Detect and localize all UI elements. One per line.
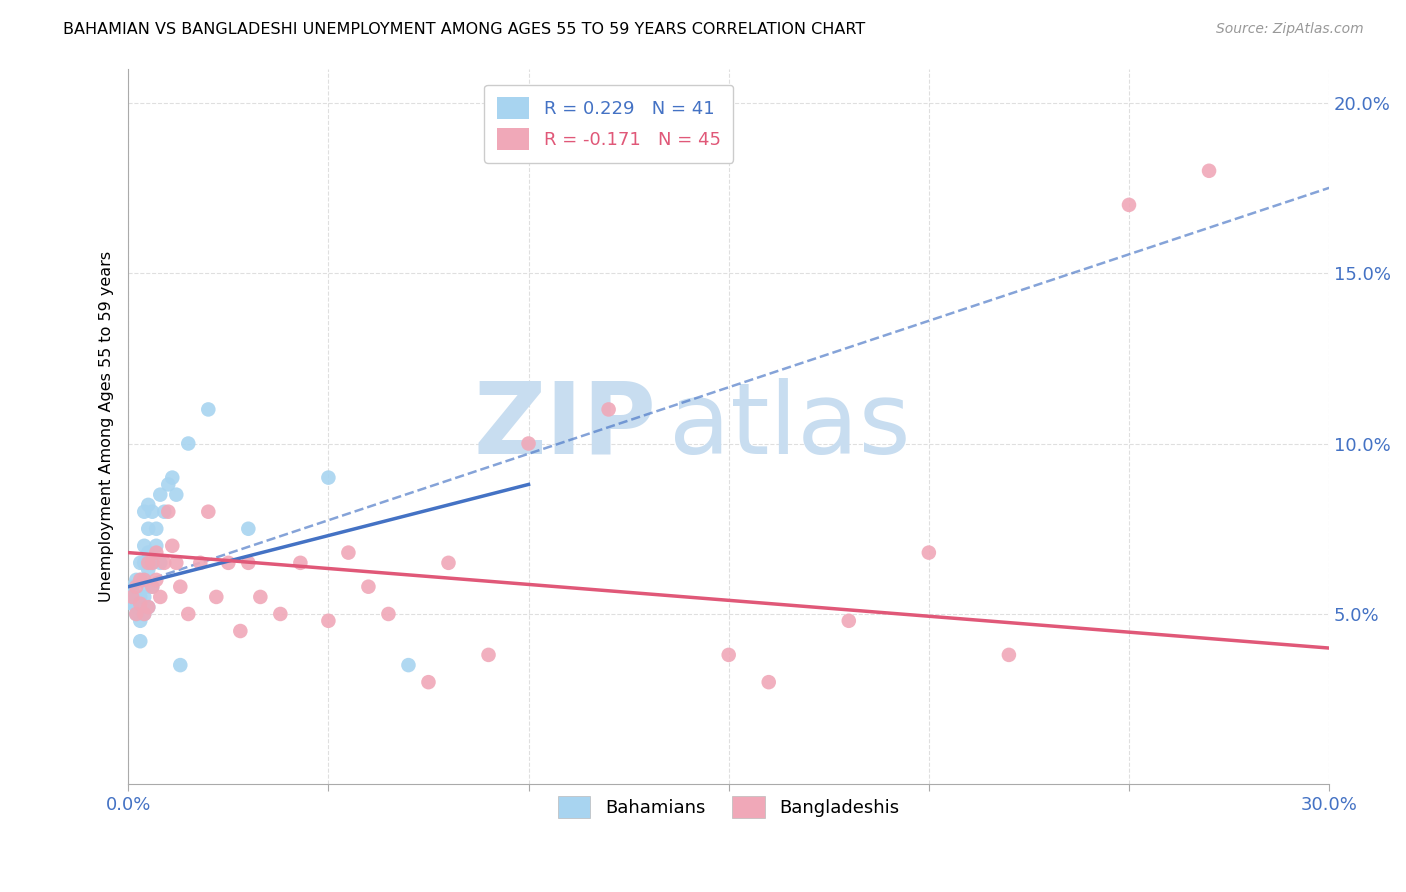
Point (141, 580, 163, 594)
Point (169, 658, 191, 673)
Point (121, 586, 143, 600)
Point (149, 590, 172, 604)
Point (141, 580, 163, 594)
Point (129, 573, 152, 587)
Point (125, 573, 148, 587)
Point (477, 648, 499, 662)
Point (598, 402, 620, 417)
Point (136, 580, 159, 594)
Point (129, 634, 152, 648)
Point (517, 436, 540, 450)
Point (134, 539, 156, 553)
Point (134, 573, 156, 587)
Point (134, 505, 156, 519)
Text: BAHAMIAN VS BANGLADESHI UNEMPLOYMENT AMONG AGES 55 TO 59 YEARS CORRELATION CHART: BAHAMIAN VS BANGLADESHI UNEMPLOYMENT AMO… (63, 22, 866, 37)
Point (136, 556, 159, 570)
Point (1198, 163, 1220, 178)
Point (177, 607, 200, 621)
Point (717, 648, 740, 662)
Point (153, 505, 176, 519)
Point (229, 624, 252, 638)
Point (149, 556, 172, 570)
Point (149, 488, 172, 502)
Point (838, 614, 860, 628)
Point (188, 556, 211, 570)
Text: ZIP: ZIP (474, 378, 657, 475)
Point (136, 522, 159, 536)
Point (398, 658, 420, 673)
Point (136, 563, 159, 577)
Point (157, 477, 180, 491)
Point (165, 556, 187, 570)
Text: Source: ZipAtlas.com: Source: ZipAtlas.com (1216, 22, 1364, 37)
Point (418, 675, 440, 690)
Point (249, 590, 271, 604)
Point (153, 556, 176, 570)
Point (129, 614, 152, 628)
Point (125, 590, 148, 604)
Legend: Bahamians, Bangladeshis: Bahamians, Bangladeshis (551, 789, 907, 825)
Point (121, 590, 143, 604)
Point (134, 590, 156, 604)
Point (125, 607, 148, 621)
Point (125, 580, 148, 594)
Text: atlas: atlas (669, 378, 910, 475)
Point (918, 546, 941, 560)
Point (134, 556, 156, 570)
Point (165, 488, 187, 502)
Point (357, 580, 380, 594)
Point (238, 556, 260, 570)
Point (157, 505, 180, 519)
Point (162, 539, 184, 553)
Point (136, 600, 159, 615)
Point (377, 607, 399, 621)
Point (145, 573, 167, 587)
Point (177, 436, 200, 450)
Point (129, 597, 152, 611)
Point (217, 556, 239, 570)
Point (141, 556, 163, 570)
Point (318, 470, 340, 484)
Point (290, 556, 312, 570)
Point (758, 675, 780, 690)
Point (121, 580, 143, 594)
Point (134, 607, 156, 621)
Point (141, 505, 163, 519)
Point (121, 597, 143, 611)
Point (318, 614, 340, 628)
Y-axis label: Unemployment Among Ages 55 to 59 years: Unemployment Among Ages 55 to 59 years (100, 251, 114, 602)
Point (136, 498, 159, 512)
Point (136, 600, 159, 615)
Point (1118, 198, 1140, 212)
Point (134, 573, 156, 587)
Point (998, 648, 1021, 662)
Point (169, 580, 191, 594)
Point (269, 607, 291, 621)
Point (125, 607, 148, 621)
Point (238, 522, 260, 536)
Point (129, 556, 152, 570)
Point (125, 600, 148, 615)
Point (129, 590, 152, 604)
Point (145, 539, 167, 553)
Point (145, 546, 167, 560)
Point (205, 590, 228, 604)
Point (145, 522, 167, 536)
Point (162, 470, 184, 484)
Point (136, 546, 159, 560)
Point (141, 556, 163, 570)
Point (134, 607, 156, 621)
Point (129, 573, 152, 587)
Point (437, 556, 460, 570)
Point (197, 402, 219, 417)
Point (337, 546, 360, 560)
Point (197, 505, 219, 519)
